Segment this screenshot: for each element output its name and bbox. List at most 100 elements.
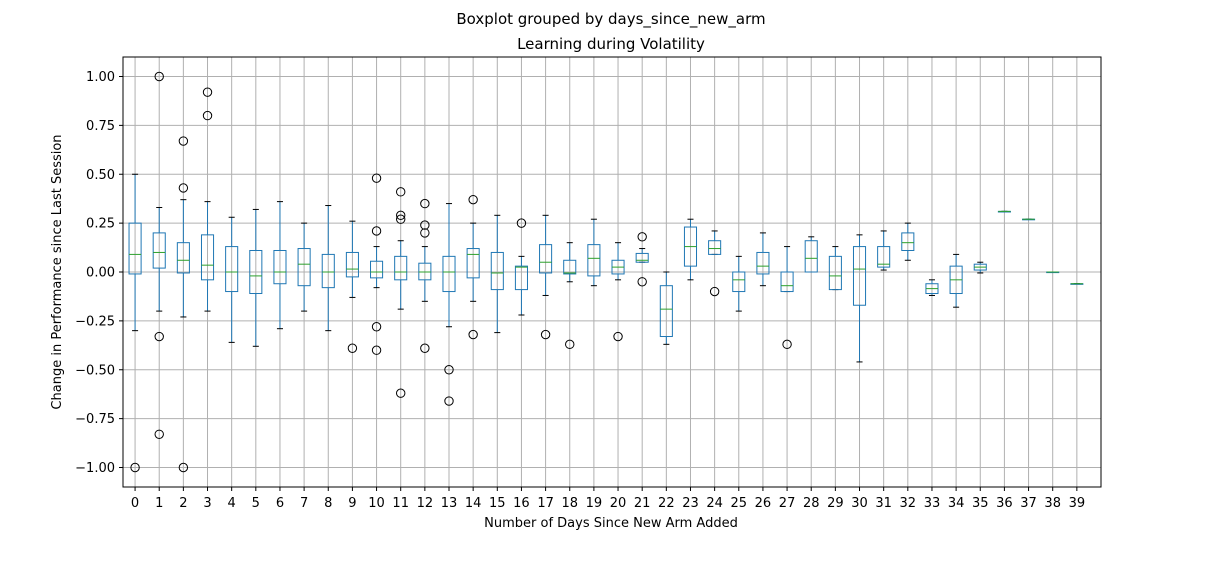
outlier-point xyxy=(178,136,189,146)
box-11 xyxy=(394,187,408,398)
box-10 xyxy=(370,173,384,355)
outlier-point xyxy=(516,218,527,228)
box-iqr xyxy=(345,251,359,278)
x-tick-label: 30 xyxy=(851,496,868,511)
outlier-point xyxy=(371,345,382,355)
outlier-point xyxy=(468,329,478,340)
y-tick-label: −0.25 xyxy=(75,314,115,329)
x-tick-label: 5 xyxy=(252,496,260,511)
outlier-point xyxy=(420,220,430,230)
box-37 xyxy=(1022,218,1036,221)
y-tick-label: 0.75 xyxy=(86,119,115,134)
x-tick-label: 27 xyxy=(779,496,796,511)
box-39 xyxy=(1070,283,1084,285)
box-iqr xyxy=(901,232,915,251)
y-tick-label: 0.00 xyxy=(86,266,115,281)
box-7 xyxy=(297,222,311,312)
x-tick-label: 26 xyxy=(755,496,772,511)
x-tick-label: 37 xyxy=(1020,496,1037,511)
outlier-point xyxy=(371,322,382,332)
box-19 xyxy=(587,218,601,287)
box-4 xyxy=(225,216,239,343)
box-iqr xyxy=(635,252,649,263)
outlier-point xyxy=(420,228,430,238)
box-21 xyxy=(635,232,649,287)
box-iqr xyxy=(804,240,818,273)
box-6 xyxy=(273,201,287,330)
x-tick-label: 36 xyxy=(996,496,1013,511)
axes: 0 1 2 3 4 5 6 7 8 9 10 11 12 13 14 15 16 17 18 19 20 21 22 23 24… xyxy=(75,56,1102,511)
x-axis-label: Number of Days Since New Arm Added xyxy=(484,516,738,531)
y-tick-label: −1.00 xyxy=(75,461,115,476)
outlier-point xyxy=(468,194,478,205)
outlier-point xyxy=(130,462,140,473)
x-tick-label: 38 xyxy=(1044,496,1061,511)
outlier-point xyxy=(154,429,164,439)
x-tick-label: 0 xyxy=(131,496,139,511)
outlier-point xyxy=(709,286,720,297)
x-tick-label: 39 xyxy=(1069,496,1086,511)
box-20 xyxy=(611,242,625,342)
x-tick-label: 23 xyxy=(682,496,699,511)
box-iqr xyxy=(442,255,456,293)
x-tick-label: 35 xyxy=(972,496,989,511)
box-36 xyxy=(997,210,1011,213)
outlier-point xyxy=(540,329,551,340)
box-iqr xyxy=(200,234,215,281)
outlier-point xyxy=(178,183,189,193)
box-33 xyxy=(925,279,939,296)
box-iqr xyxy=(394,255,408,281)
x-tick-label: 10 xyxy=(368,496,385,511)
x-tick-label: 16 xyxy=(513,496,530,511)
box-18 xyxy=(563,242,577,350)
outlier-point xyxy=(396,210,406,221)
y-tick-label: 0.25 xyxy=(86,217,115,232)
box-iqr xyxy=(852,246,867,306)
x-tick-label: 18 xyxy=(561,496,578,511)
y-axis-label: Change in Performance since Last Session xyxy=(50,134,65,409)
outlier-point xyxy=(637,232,647,242)
x-tick-label: 20 xyxy=(610,496,627,511)
y-tick-label: 1.00 xyxy=(86,70,115,85)
box-iqr xyxy=(152,232,166,269)
x-tick-label: 2 xyxy=(179,496,187,511)
box-28 xyxy=(804,236,818,273)
box-31 xyxy=(877,230,891,271)
outlier-point xyxy=(444,365,454,375)
x-tick-label: 8 xyxy=(324,496,332,511)
x-tick-label: 31 xyxy=(875,496,892,511)
x-tick-label: 28 xyxy=(803,496,820,511)
box-iqr xyxy=(514,265,528,291)
box-iqr xyxy=(466,248,480,279)
box-16 xyxy=(514,218,528,316)
x-tick-label: 11 xyxy=(392,496,409,511)
outlier-point xyxy=(396,214,406,224)
box-iqr xyxy=(877,246,891,268)
outlier-point xyxy=(154,331,164,342)
outlier-point xyxy=(347,343,358,353)
outlier-point xyxy=(637,277,647,287)
outlier-point xyxy=(154,71,164,82)
x-tick-label: 3 xyxy=(203,496,211,511)
box-iqr xyxy=(828,255,842,291)
x-tick-label: 7 xyxy=(300,496,308,511)
box-iqr xyxy=(176,242,190,274)
box-iqr xyxy=(128,222,142,275)
box-iqr xyxy=(756,251,770,275)
x-tick-label: 12 xyxy=(417,496,434,511)
box-22 xyxy=(659,271,673,345)
box-32 xyxy=(901,222,915,261)
box-9 xyxy=(345,220,359,353)
box-iqr xyxy=(539,244,553,274)
box-iqr xyxy=(587,244,601,277)
box-17 xyxy=(539,214,553,340)
box-27 xyxy=(780,246,794,350)
box-iqr xyxy=(321,253,335,289)
y-tick-label: −0.50 xyxy=(75,363,115,378)
box-iqr xyxy=(708,240,722,255)
chart-suptitle: Boxplot grouped by days_since_new_arm xyxy=(456,10,765,29)
x-tick-label: 15 xyxy=(489,496,506,511)
box-12 xyxy=(418,198,432,353)
x-tick-label: 6 xyxy=(276,496,284,511)
